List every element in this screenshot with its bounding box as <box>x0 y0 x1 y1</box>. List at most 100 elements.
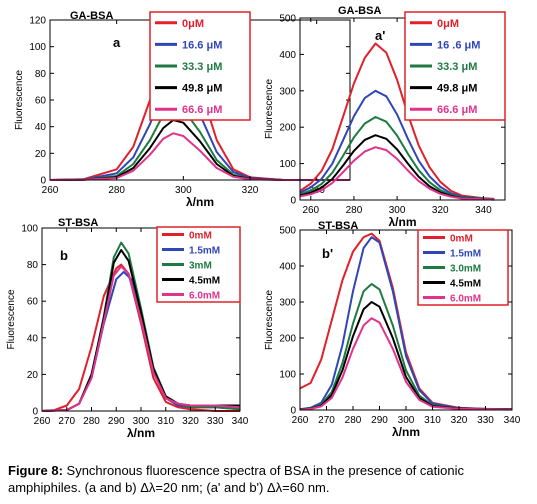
y-tick-label: 60 <box>35 96 47 107</box>
panel-letter: b' <box>322 246 333 261</box>
panel-4: 260 270 280 290 300 310 320 330 340 0 100 200 300 400… <box>264 220 521 439</box>
y-tick-label: 0 <box>290 406 296 417</box>
y-axis-label: Fluorescence <box>264 79 275 139</box>
panel-header: ST-BSA <box>58 217 98 229</box>
x-tick-label: 290 <box>371 415 388 426</box>
figure-panels: 260 280 300 320 340 0 20 40 60 80 100 120 λ/nm Fluore… <box>6 5 521 440</box>
panel-header: GA-BSA <box>70 10 113 22</box>
x-axis-label: λ/nm <box>388 215 416 229</box>
legend-label: 4.5mM <box>189 276 220 287</box>
y-tick-label: 400 <box>279 262 296 273</box>
x-tick-label: 290 <box>108 416 125 427</box>
legend-label: 49.8 μM <box>182 83 222 95</box>
y-tick-label: 40 <box>35 122 47 133</box>
x-tick-label: 320 <box>432 205 449 216</box>
legend-label: 16.6 μM <box>182 39 222 51</box>
x-tick-label: 280 <box>108 185 125 196</box>
panel-2: 260 280 300 320 340 0 100 200 300 400 500 λ/nm Fluor… <box>264 5 506 229</box>
legend-label: 3mM <box>189 261 212 272</box>
series-line-1 <box>299 42 495 200</box>
legend-label: 66.6 μM <box>437 104 477 116</box>
x-tick-label: 260 <box>34 416 51 427</box>
panel-letter: a <box>113 35 121 50</box>
legend-label: 0mM <box>450 234 473 245</box>
x-tick-label: 340 <box>232 416 249 427</box>
y-tick-label: 20 <box>27 370 39 381</box>
x-tick-label: 300 <box>398 415 415 426</box>
x-tick-label: 320 <box>451 415 468 426</box>
panel-3: 260 270 280 290 300 310 320 330 340 0 20 40 60 80 100 λ… <box>6 217 249 440</box>
x-axis-label: λ/nm <box>392 425 420 439</box>
y-axis-label: Fluorescence <box>14 70 25 130</box>
series-line-2 <box>299 89 495 201</box>
y-tick-label: 60 <box>27 297 39 308</box>
x-tick-label: 280 <box>345 415 362 426</box>
x-tick-label: 280 <box>83 416 100 427</box>
series-line-5 <box>49 132 350 181</box>
x-tick-label: 320 <box>182 416 199 427</box>
x-tick-label: 340 <box>504 415 521 426</box>
panel-1: 260 280 300 320 340020406080100120λ/nmFluore… <box>14 10 351 209</box>
x-tick-label: 260 <box>302 205 319 216</box>
y-tick-label: 400 <box>279 50 296 61</box>
legend-label: 16 .6 μM <box>437 39 480 51</box>
x-axis-label: λ/nm <box>186 195 214 209</box>
y-tick-label: 40 <box>27 333 39 344</box>
y-tick-label: 80 <box>27 260 39 271</box>
y-tick-label: 200 <box>279 334 296 345</box>
series-line-5 <box>299 317 513 411</box>
legend-label: 0μM <box>437 18 459 30</box>
y-tick-label: 0 <box>40 176 46 187</box>
panel-header: ST-BSA <box>318 220 358 232</box>
legend-label: 66.6 μM <box>182 104 222 116</box>
x-tick-label: 270 <box>318 415 335 426</box>
y-tick-label: 80 <box>35 69 47 80</box>
y-tick-label: 120 <box>29 16 46 27</box>
y-tick-label: 500 <box>279 14 296 25</box>
legend-label: 6.0mM <box>450 294 481 305</box>
x-tick-label: 280 <box>346 205 363 216</box>
legend-label: 6.0mM <box>189 291 220 302</box>
legend-label: 4.5mM <box>450 279 481 290</box>
legend-label: 0mM <box>189 231 212 242</box>
y-tick-label: 20 <box>35 149 47 160</box>
x-tick-label: 300 <box>133 416 150 427</box>
series-line-5 <box>299 146 495 201</box>
x-tick-label: 260 <box>42 185 59 196</box>
y-tick-label: 200 <box>279 123 296 134</box>
y-tick-label: 300 <box>279 298 296 309</box>
panel-letter: a' <box>375 28 385 43</box>
y-tick-label: 0 <box>32 407 38 418</box>
x-tick-label: 300 <box>175 185 192 196</box>
y-axis-label: Fluorescence <box>6 289 17 349</box>
panel-letter: b <box>60 248 68 263</box>
series-line-2 <box>299 236 513 411</box>
y-axis-label: Fluorescence <box>264 290 275 350</box>
y-tick-label: 100 <box>279 370 296 381</box>
legend-label: 1.5mM <box>189 246 220 257</box>
series-line-5 <box>41 265 241 412</box>
figure-caption: Figure 8: Synchronous fluorescence spect… <box>8 462 533 496</box>
legend-label: 1.5mM <box>450 249 481 260</box>
x-axis-label: λ/nm <box>127 426 155 440</box>
y-tick-label: 0 <box>290 196 296 207</box>
caption-text: Synchronous fluorescence spectra of BSA … <box>8 463 464 495</box>
y-tick-label: 300 <box>279 86 296 97</box>
y-tick-label: 500 <box>279 226 296 237</box>
y-tick-label: 100 <box>279 159 296 170</box>
legend-label: 49.8 μM <box>437 83 477 95</box>
x-tick-label: 340 <box>475 205 492 216</box>
panel-header: GA-BSA <box>338 5 381 17</box>
legend-label: 3.0mM <box>450 264 481 275</box>
x-tick-label: 320 <box>242 185 259 196</box>
y-tick-label: 100 <box>29 42 46 53</box>
series-line-3 <box>299 116 495 201</box>
x-tick-label: 270 <box>58 416 75 427</box>
x-tick-label: 330 <box>477 415 494 426</box>
y-tick-label: 100 <box>21 224 38 235</box>
legend-label: 33.3 μM <box>182 61 222 73</box>
legend-label: 0μM <box>182 18 204 30</box>
x-tick-label: 300 <box>389 205 406 216</box>
x-tick-label: 310 <box>424 415 441 426</box>
legend-label: 33.3 μM <box>437 61 477 73</box>
